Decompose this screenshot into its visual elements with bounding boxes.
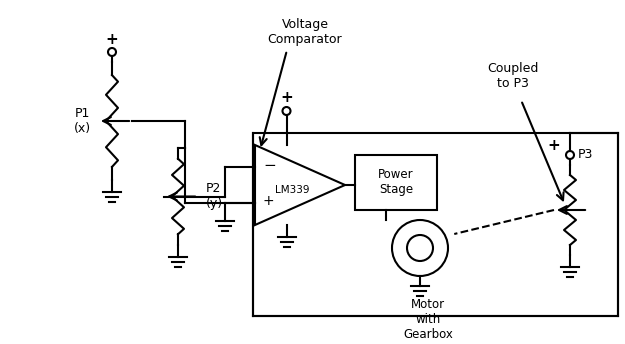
Text: +: + [106, 32, 118, 47]
Bar [355, 155, 437, 210]
Text: Power
Stage: Power Stage [378, 169, 414, 196]
Text: Voltage
Comparator: Voltage Comparator [268, 18, 342, 46]
Text: +: + [263, 194, 274, 208]
Bar [253, 133, 618, 316]
Text: −: − [263, 158, 276, 172]
Text: +: + [280, 90, 293, 106]
Text: P1
(x): P1 (x) [74, 107, 91, 135]
Text: P3: P3 [578, 149, 593, 161]
Text: +: + [548, 138, 561, 152]
Text: LM339: LM339 [275, 185, 309, 195]
Text: Coupled
to P3: Coupled to P3 [488, 62, 539, 90]
Text: Motor
with
Gearbox: Motor with Gearbox [403, 298, 453, 341]
Text: P2
(y): P2 (y) [206, 183, 223, 211]
